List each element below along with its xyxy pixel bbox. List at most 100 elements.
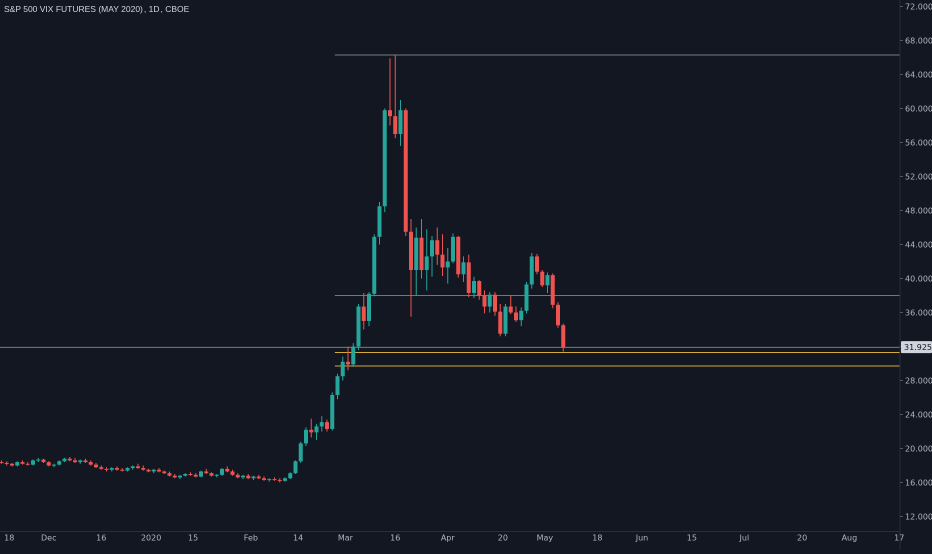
candle (183, 473, 188, 477)
candle (440, 234, 445, 276)
candle-body (556, 304, 560, 326)
candle-body (172, 475, 177, 478)
candle-body (346, 361, 350, 365)
candle (256, 474, 261, 480)
candle-body (183, 474, 188, 476)
candle (104, 467, 109, 472)
candle (157, 468, 161, 473)
candle-body (519, 310, 524, 321)
candle-body (120, 469, 125, 471)
candle (235, 473, 240, 479)
candle-body (545, 275, 550, 286)
candle-body (535, 256, 539, 272)
candle (367, 292, 371, 327)
candle (188, 472, 193, 476)
candle-body (482, 295, 487, 307)
candle-body (31, 460, 35, 465)
candle-body (146, 469, 151, 472)
candle (419, 219, 424, 279)
candle-body (435, 240, 440, 255)
candle (293, 460, 298, 474)
candle-body (4, 462, 9, 464)
candle (272, 477, 277, 481)
time-tick-label: 15 (687, 534, 697, 543)
candle (472, 276, 476, 299)
candle-body (125, 468, 130, 471)
candle (115, 466, 119, 471)
candle (482, 290, 487, 314)
candle (62, 457, 67, 463)
price-tick-label: 36.000 (905, 308, 932, 317)
candle (267, 478, 272, 482)
time-tick-label: 14 (293, 534, 303, 543)
candle-body (104, 468, 109, 470)
candle (141, 465, 146, 471)
candle (241, 474, 245, 480)
candle (10, 462, 14, 467)
candle (246, 474, 251, 480)
candle (524, 281, 529, 314)
candle (319, 416, 324, 432)
candle-body (277, 479, 282, 481)
candle-body (141, 468, 146, 470)
candle-body (529, 256, 534, 285)
candle (130, 465, 135, 470)
candle (361, 292, 366, 330)
candle (487, 292, 492, 313)
candle-body (298, 443, 303, 462)
candle-body (424, 256, 429, 270)
candle (251, 475, 256, 480)
candle (167, 471, 172, 477)
candle-body (193, 474, 198, 477)
time-tick-label: Feb (244, 534, 258, 543)
candle (535, 253, 539, 275)
candle (540, 270, 545, 287)
candle (288, 472, 293, 480)
time-axis[interactable]: 18 Dec 16 2020 15 Feb 14 Mar 16 Apr 20 May 18 Jun 15 Ju… (0, 531, 904, 543)
candle (451, 233, 455, 264)
candle (46, 461, 51, 467)
price-axis[interactable]: 72.000 68.000 64.000 60.000 56.000 52.000 48.0… (900, 2, 932, 521)
time-tick-label: 18 (592, 534, 602, 543)
candle-body (88, 462, 93, 465)
candle-body (409, 231, 413, 270)
candle (414, 227, 419, 296)
price-tick-label: 64.000 (905, 70, 932, 79)
price-tick-label: 40.000 (905, 274, 932, 283)
candle-body (178, 475, 182, 478)
candle (20, 460, 25, 465)
candle-body (508, 306, 513, 313)
price-tick-label: 24.000 (905, 410, 932, 419)
candle (340, 356, 345, 381)
candle-body (283, 478, 287, 481)
candle (41, 458, 46, 463)
time-tick-label: 16 (390, 534, 400, 543)
candle-body (235, 474, 240, 478)
candle-body (262, 478, 266, 480)
candle (403, 108, 408, 236)
candle (409, 219, 413, 317)
candle (325, 419, 329, 432)
candle-body (36, 459, 41, 461)
candle (4, 461, 9, 466)
candle (15, 461, 20, 467)
candle (225, 466, 230, 473)
candle (31, 459, 35, 466)
candle-body (0, 462, 4, 464)
candle (151, 468, 156, 474)
candle (461, 256, 466, 282)
candle-body (414, 237, 419, 270)
candle (503, 304, 508, 337)
time-tick-label: Dec (41, 534, 56, 543)
price-tick-label: 68.000 (905, 36, 932, 45)
candle (304, 427, 308, 446)
candle (519, 307, 524, 327)
candle-body (382, 110, 387, 207)
candle (283, 477, 287, 482)
price-tick-label: 48.000 (905, 206, 932, 215)
candle-body (83, 460, 88, 463)
candle-body (304, 429, 308, 444)
